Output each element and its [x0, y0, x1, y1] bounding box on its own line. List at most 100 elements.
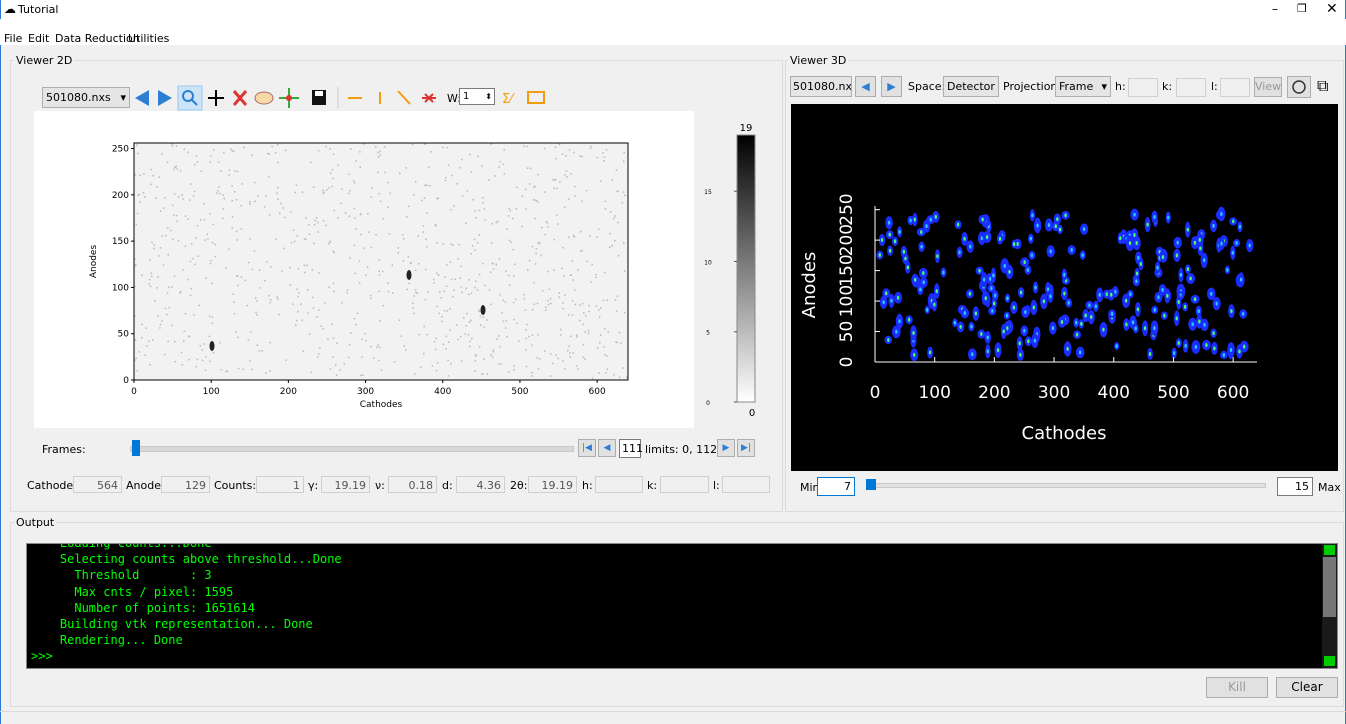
noise — [312, 297, 314, 299]
noise — [503, 320, 505, 322]
spot-core — [1187, 267, 1189, 271]
noise — [464, 333, 466, 335]
noise — [205, 277, 207, 279]
menu-item[interactable]: Utilities — [128, 32, 169, 45]
noise — [525, 208, 527, 210]
spot-core — [1034, 339, 1036, 343]
noise — [349, 344, 351, 346]
noise — [379, 151, 381, 153]
range-slider[interactable] — [866, 483, 1266, 488]
console-line: Selecting counts above threshold...Done — [31, 551, 342, 567]
next-button[interactable] — [158, 90, 172, 106]
y-axis-label: Anodes — [799, 252, 820, 319]
noise — [203, 203, 205, 205]
noise — [525, 349, 527, 351]
last-frame-button[interactable]: ▶| — [737, 439, 755, 457]
prev-button[interactable] — [135, 90, 149, 106]
noise — [432, 365, 434, 367]
max-input[interactable]: 15 — [1277, 477, 1313, 496]
projection-combo[interactable]: Frame▾ — [1055, 76, 1111, 97]
noise — [236, 275, 238, 277]
noise — [254, 250, 256, 252]
noise — [582, 324, 584, 326]
rect-button[interactable] — [528, 92, 544, 103]
noise — [415, 181, 417, 183]
noise — [350, 332, 352, 334]
noise — [175, 166, 177, 168]
integrate-button[interactable]: Σ⁄ — [502, 92, 515, 107]
file-combo[interactable]: 501080.nxs — [790, 76, 852, 97]
detach-button[interactable]: ⧉ — [1317, 76, 1328, 96]
spot-core — [1023, 260, 1025, 264]
noise — [159, 176, 161, 178]
noise — [437, 197, 439, 199]
clear-button[interactable]: Clear — [1276, 677, 1338, 698]
kill-button[interactable]: Kill — [1206, 677, 1268, 698]
noise — [562, 302, 564, 304]
noise — [334, 210, 336, 212]
noise — [277, 162, 279, 164]
scroll-down[interactable] — [1324, 656, 1335, 666]
noise — [389, 233, 391, 235]
menu-item[interactable]: File — [4, 32, 22, 45]
noise — [163, 264, 165, 266]
spin-value: 1 — [463, 91, 469, 102]
slider-handle[interactable] — [132, 440, 140, 456]
noise — [328, 287, 330, 289]
noise — [164, 354, 166, 356]
noise — [554, 239, 556, 241]
frame-input[interactable]: 111 — [619, 439, 641, 458]
view-button[interactable]: View — [1254, 77, 1282, 97]
noise — [189, 199, 191, 201]
k-field[interactable] — [1176, 78, 1206, 97]
x-tick-label: 400 — [1098, 383, 1130, 403]
first-frame-button[interactable]: |◀ — [578, 439, 596, 457]
noise — [223, 152, 225, 154]
reset-button[interactable] — [234, 91, 246, 105]
h-field[interactable] — [1128, 78, 1158, 97]
noise — [182, 269, 184, 271]
noise — [234, 170, 236, 172]
restore[interactable]: ❐ — [1297, 2, 1307, 15]
menu-item[interactable]: Edit — [28, 32, 49, 45]
prev-frame-button[interactable]: ◀ — [598, 439, 616, 457]
line-button[interactable] — [398, 91, 410, 104]
range-handle[interactable] — [866, 479, 876, 490]
file-combo[interactable]: 501080.nxs▾ — [42, 87, 130, 108]
noise — [236, 239, 238, 241]
zoom-button[interactable] — [178, 86, 202, 110]
console[interactable]: Loading counts...Done Selecting counts a… — [26, 543, 1338, 669]
noise — [183, 331, 185, 333]
noise — [329, 241, 331, 243]
minimize[interactable]: – — [1272, 2, 1278, 16]
noise — [596, 305, 598, 307]
noise — [545, 306, 547, 308]
status-label: γ: — [308, 479, 318, 492]
noise — [176, 221, 178, 223]
noise — [437, 362, 439, 364]
noise — [577, 269, 579, 271]
close[interactable]: ✕ — [1326, 1, 1338, 17]
delete-line-button[interactable] — [422, 94, 436, 102]
next-button[interactable]: ▶ — [881, 76, 902, 97]
space-combo[interactable]: Detector▾ — [943, 76, 999, 97]
y-tick-label: 250 — [837, 193, 857, 225]
noise — [581, 250, 583, 252]
next-frame-button[interactable]: ▶ — [717, 439, 735, 457]
min-input[interactable]: 7 — [817, 477, 855, 496]
l-field[interactable] — [1220, 78, 1250, 97]
spot-core — [895, 330, 897, 334]
noise — [493, 351, 495, 353]
scrollbar-thumb[interactable] — [1323, 557, 1336, 617]
width-spinbox[interactable]: 1⬍ — [459, 88, 495, 105]
pan-button[interactable] — [208, 90, 224, 106]
scroll-up[interactable] — [1324, 545, 1335, 555]
prev-button[interactable]: ◀ — [855, 76, 876, 97]
frames-slider[interactable] — [130, 446, 574, 452]
colormap-button[interactable] — [255, 92, 273, 104]
noise — [136, 224, 138, 226]
noise — [294, 192, 296, 194]
noise — [482, 202, 484, 204]
reset-view-button[interactable] — [1287, 76, 1311, 98]
noise — [495, 263, 497, 265]
